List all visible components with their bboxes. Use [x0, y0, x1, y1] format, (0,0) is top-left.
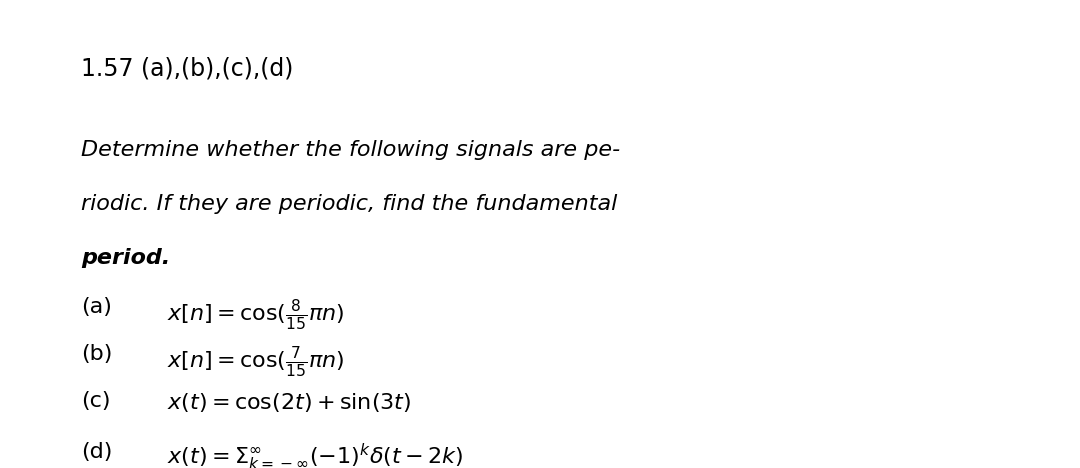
Text: (d): (d) [81, 442, 112, 462]
Text: (b): (b) [81, 344, 112, 364]
Text: $x(t) = \cos(2t) + \sin(3t)$: $x(t) = \cos(2t) + \sin(3t)$ [167, 391, 411, 414]
Text: Determine whether the following signals are pe-: Determine whether the following signals … [81, 140, 620, 161]
Text: (c): (c) [81, 391, 110, 411]
Text: $x[n] = \cos(\frac{7}{15}\pi n)$: $x[n] = \cos(\frac{7}{15}\pi n)$ [167, 344, 345, 379]
Text: riodic. If they are periodic, find the fundamental: riodic. If they are periodic, find the f… [81, 194, 618, 214]
Text: (a): (a) [81, 297, 112, 317]
Text: $x[n] = \cos(\frac{8}{15}\pi n)$: $x[n] = \cos(\frac{8}{15}\pi n)$ [167, 297, 345, 332]
Text: period.: period. [81, 248, 171, 268]
Text: $x(t) = \Sigma_{k=-\infty}^{\infty}(-1)^k\delta(t - 2k)$: $x(t) = \Sigma_{k=-\infty}^{\infty}(-1)^… [167, 442, 463, 468]
Text: 1.57 (a),(b),(c),(d): 1.57 (a),(b),(c),(d) [81, 56, 294, 80]
